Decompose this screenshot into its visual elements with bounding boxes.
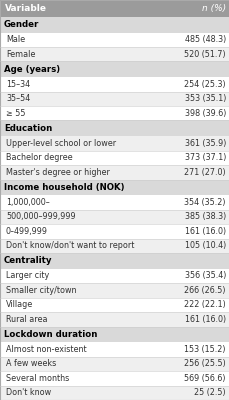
Text: 385 (38.3): 385 (38.3) bbox=[184, 212, 225, 221]
Text: 35–54: 35–54 bbox=[6, 94, 30, 103]
Text: 500,000–999,999: 500,000–999,999 bbox=[6, 212, 75, 221]
Text: 485 (48.3): 485 (48.3) bbox=[184, 35, 225, 44]
Text: Lockdown duration: Lockdown duration bbox=[4, 330, 97, 339]
Bar bbox=[0, 32, 229, 47]
Bar bbox=[0, 0, 229, 17]
Text: n (%): n (%) bbox=[201, 4, 225, 13]
Bar bbox=[0, 386, 229, 400]
Text: Rural area: Rural area bbox=[6, 315, 47, 324]
Text: Gender: Gender bbox=[4, 20, 39, 29]
Text: Upper-level school or lower: Upper-level school or lower bbox=[6, 139, 116, 148]
Text: 361 (35.9): 361 (35.9) bbox=[184, 139, 225, 148]
Bar bbox=[0, 136, 229, 151]
Text: Don't know: Don't know bbox=[6, 388, 51, 397]
Text: Master's degree or higher: Master's degree or higher bbox=[6, 168, 109, 177]
Bar bbox=[0, 253, 229, 269]
Bar bbox=[0, 298, 229, 312]
Text: Almost non-existent: Almost non-existent bbox=[6, 345, 86, 354]
Bar bbox=[0, 106, 229, 120]
Text: 15–34: 15–34 bbox=[6, 80, 30, 89]
Bar bbox=[0, 77, 229, 92]
Bar bbox=[0, 342, 229, 357]
Text: Don't know/don't want to report: Don't know/don't want to report bbox=[6, 241, 134, 250]
Bar bbox=[0, 120, 229, 136]
Text: A few weeks: A few weeks bbox=[6, 359, 56, 368]
Text: 105 (10.4): 105 (10.4) bbox=[184, 241, 225, 250]
Text: 356 (35.4): 356 (35.4) bbox=[184, 272, 225, 280]
Text: Centrality: Centrality bbox=[4, 256, 52, 265]
Bar bbox=[0, 326, 229, 342]
Bar bbox=[0, 180, 229, 195]
Text: Male: Male bbox=[6, 35, 25, 44]
Text: 520 (51.7): 520 (51.7) bbox=[184, 50, 225, 59]
Bar bbox=[0, 269, 229, 283]
Text: 373 (37.1): 373 (37.1) bbox=[184, 153, 225, 162]
Bar bbox=[0, 283, 229, 298]
Text: 256 (25.5): 256 (25.5) bbox=[183, 359, 225, 368]
Text: 153 (15.2): 153 (15.2) bbox=[184, 345, 225, 354]
Text: 0–499,999: 0–499,999 bbox=[6, 227, 48, 236]
Text: 271 (27.0): 271 (27.0) bbox=[184, 168, 225, 177]
Text: Several months: Several months bbox=[6, 374, 69, 383]
Bar bbox=[0, 47, 229, 62]
Text: 161 (16.0): 161 (16.0) bbox=[184, 227, 225, 236]
Text: Bachelor degree: Bachelor degree bbox=[6, 153, 72, 162]
Bar bbox=[0, 210, 229, 224]
Text: Age (years): Age (years) bbox=[4, 65, 60, 74]
Text: Variable: Variable bbox=[5, 4, 47, 13]
Bar bbox=[0, 238, 229, 253]
Text: Village: Village bbox=[6, 300, 33, 309]
Text: ≥ 55: ≥ 55 bbox=[6, 109, 25, 118]
Bar bbox=[0, 195, 229, 210]
Bar bbox=[0, 224, 229, 238]
Bar bbox=[0, 312, 229, 326]
Text: 353 (35.1): 353 (35.1) bbox=[184, 94, 225, 103]
Text: 222 (22.1): 222 (22.1) bbox=[183, 300, 225, 309]
Bar bbox=[0, 92, 229, 106]
Bar bbox=[0, 151, 229, 165]
Text: Female: Female bbox=[6, 50, 35, 59]
Text: 569 (56.6): 569 (56.6) bbox=[184, 374, 225, 383]
Bar bbox=[0, 17, 229, 32]
Text: Larger city: Larger city bbox=[6, 272, 49, 280]
Bar bbox=[0, 371, 229, 386]
Text: 398 (39.6): 398 (39.6) bbox=[184, 109, 225, 118]
Text: 161 (16.0): 161 (16.0) bbox=[184, 315, 225, 324]
Bar bbox=[0, 62, 229, 77]
Text: Income household (NOK): Income household (NOK) bbox=[4, 183, 124, 192]
Bar bbox=[0, 357, 229, 371]
Bar bbox=[0, 165, 229, 180]
Text: 254 (25.3): 254 (25.3) bbox=[184, 80, 225, 89]
Text: 25 (2.5): 25 (2.5) bbox=[194, 388, 225, 397]
Text: 266 (26.5): 266 (26.5) bbox=[184, 286, 225, 295]
Text: Smaller city/town: Smaller city/town bbox=[6, 286, 76, 295]
Text: 1,000,000–: 1,000,000– bbox=[6, 198, 49, 207]
Text: Education: Education bbox=[4, 124, 52, 133]
Text: 354 (35.2): 354 (35.2) bbox=[184, 198, 225, 207]
